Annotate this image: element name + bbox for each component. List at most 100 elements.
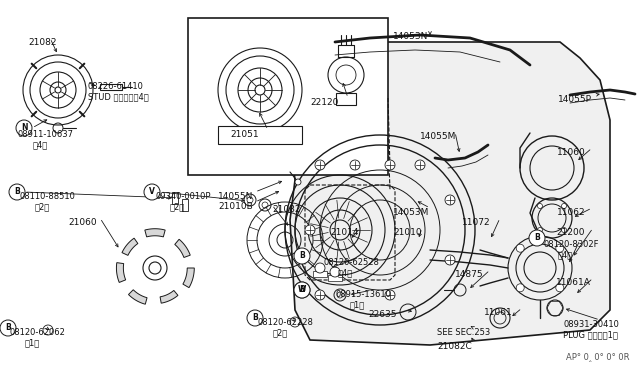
Text: 21082C: 21082C	[437, 342, 472, 351]
Text: STUD スタッド（4）: STUD スタッド（4）	[88, 92, 148, 101]
Text: 08120-8302F: 08120-8302F	[543, 240, 598, 249]
Text: 22120: 22120	[310, 98, 339, 107]
Circle shape	[295, 179, 301, 185]
Polygon shape	[116, 263, 125, 282]
Text: 11072: 11072	[462, 218, 491, 227]
Circle shape	[556, 284, 564, 292]
Circle shape	[529, 230, 545, 246]
Bar	[182, 199, 188, 211]
Bar	[218, 126, 302, 144]
Polygon shape	[183, 268, 195, 288]
Text: （4）: （4）	[33, 140, 48, 149]
Text: 21010B: 21010B	[218, 202, 253, 211]
Text: 11061: 11061	[484, 308, 513, 317]
Circle shape	[315, 263, 325, 273]
Text: 14875: 14875	[455, 270, 484, 279]
Text: 14055P: 14055P	[558, 95, 592, 104]
Text: 22635: 22635	[368, 310, 397, 319]
Text: 21060: 21060	[68, 218, 97, 227]
Text: 08915-13610: 08915-13610	[335, 290, 391, 299]
Circle shape	[516, 244, 524, 252]
Text: 21200: 21200	[556, 228, 584, 237]
Circle shape	[561, 228, 566, 232]
Text: W: W	[298, 285, 306, 295]
Polygon shape	[175, 239, 190, 257]
Text: SEE SEC.253: SEE SEC.253	[437, 328, 490, 337]
Text: AP° 0‸ 0° 0° 0R: AP° 0‸ 0° 0° 0R	[566, 353, 630, 362]
Circle shape	[315, 160, 325, 170]
Polygon shape	[122, 238, 138, 255]
Circle shape	[415, 160, 425, 170]
Circle shape	[385, 160, 395, 170]
Text: （2）: （2）	[273, 328, 288, 337]
Text: 09340-0010P: 09340-0010P	[155, 192, 211, 201]
Text: 11061A: 11061A	[556, 278, 591, 287]
Text: 21010: 21010	[393, 228, 422, 237]
Text: 21014: 21014	[330, 228, 358, 237]
Circle shape	[144, 184, 160, 200]
Circle shape	[9, 184, 25, 200]
Text: 14055N: 14055N	[218, 192, 253, 201]
Text: 08120-62062: 08120-62062	[10, 328, 66, 337]
Circle shape	[315, 290, 325, 300]
Circle shape	[16, 120, 32, 136]
Text: 14053M: 14053M	[393, 208, 429, 217]
Text: （4）: （4）	[558, 250, 573, 259]
Text: B: B	[5, 324, 11, 333]
Text: 08110-88510: 08110-88510	[20, 192, 76, 201]
Text: 08931-30410: 08931-30410	[563, 320, 619, 329]
Circle shape	[350, 160, 360, 170]
Bar	[188, 18, 388, 175]
Text: （1）: （1）	[25, 338, 40, 347]
Circle shape	[294, 248, 310, 264]
Circle shape	[0, 320, 16, 336]
Text: B: B	[14, 187, 20, 196]
Text: B: B	[252, 314, 258, 323]
Text: 11062: 11062	[557, 208, 586, 217]
Bar	[100, 84, 122, 90]
Text: 08120-62228: 08120-62228	[258, 318, 314, 327]
Text: V: V	[149, 187, 155, 196]
Circle shape	[294, 282, 310, 298]
Circle shape	[445, 195, 455, 205]
Text: 08226-61410: 08226-61410	[88, 82, 144, 91]
Circle shape	[385, 290, 395, 300]
Text: 21082: 21082	[28, 38, 56, 47]
Circle shape	[561, 203, 566, 208]
Text: （2）: （2）	[35, 202, 51, 211]
Text: PLUG プラグ（1）: PLUG プラグ（1）	[563, 330, 618, 339]
Circle shape	[290, 317, 300, 327]
Circle shape	[556, 244, 564, 252]
Circle shape	[43, 325, 53, 335]
Text: 08120-62528: 08120-62528	[323, 258, 379, 267]
Text: B: B	[299, 285, 305, 295]
Text: 21082: 21082	[272, 205, 301, 214]
Circle shape	[538, 203, 543, 208]
Circle shape	[305, 225, 315, 235]
Polygon shape	[145, 229, 165, 237]
Polygon shape	[290, 42, 610, 345]
Bar	[328, 275, 342, 281]
Polygon shape	[129, 290, 147, 304]
Circle shape	[330, 267, 340, 277]
Text: 11060: 11060	[557, 148, 586, 157]
Text: N: N	[20, 124, 28, 132]
Bar	[172, 192, 178, 204]
Polygon shape	[160, 291, 178, 303]
Circle shape	[516, 284, 524, 292]
Text: 14055M: 14055M	[420, 132, 456, 141]
Text: （4）: （4）	[338, 268, 353, 277]
Bar	[336, 93, 356, 105]
Circle shape	[538, 228, 543, 232]
Text: 21051: 21051	[230, 130, 259, 139]
Text: B: B	[299, 251, 305, 260]
Circle shape	[445, 255, 455, 265]
Bar	[313, 271, 327, 277]
Text: B: B	[534, 234, 540, 243]
Circle shape	[247, 310, 263, 326]
Text: 14053N: 14053N	[393, 32, 428, 41]
Text: 08911-10637: 08911-10637	[18, 130, 74, 139]
Text: （2）: （2）	[170, 202, 185, 211]
Circle shape	[294, 282, 310, 298]
Text: （1）: （1）	[350, 300, 365, 309]
